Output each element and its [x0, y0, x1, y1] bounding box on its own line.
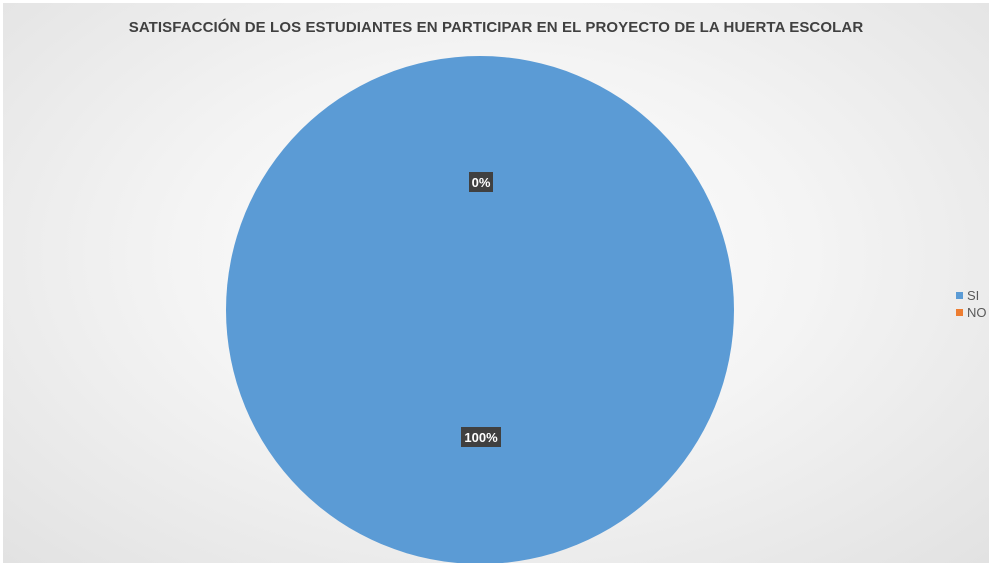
legend-label-si: SI — [967, 288, 980, 303]
legend-swatch-no — [956, 309, 963, 316]
chart-area: SATISFACCIÓN DE LOS ESTUDIANTES EN PARTI… — [3, 3, 989, 563]
legend-item-no: NO — [956, 304, 987, 321]
legend-item-si: SI — [956, 287, 987, 304]
data-label-no: 0% — [469, 172, 493, 192]
data-label-text: 0% — [472, 175, 491, 190]
chart-title: SATISFACCIÓN DE LOS ESTUDIANTES EN PARTI… — [128, 19, 864, 36]
legend: SI NO — [956, 287, 987, 321]
pie-slice-si — [226, 56, 734, 563]
data-label-box — [461, 427, 501, 447]
data-label-text: 100% — [464, 430, 498, 445]
data-label-box — [469, 172, 493, 192]
legend-swatch-si — [956, 292, 963, 299]
legend-label-no: NO — [967, 305, 987, 320]
pie-slices — [226, 56, 734, 563]
pie-chart: 100% 0% — [226, 56, 734, 563]
data-label-si: 100% — [461, 427, 501, 447]
pie-data-labels: 100% 0% — [461, 172, 501, 447]
